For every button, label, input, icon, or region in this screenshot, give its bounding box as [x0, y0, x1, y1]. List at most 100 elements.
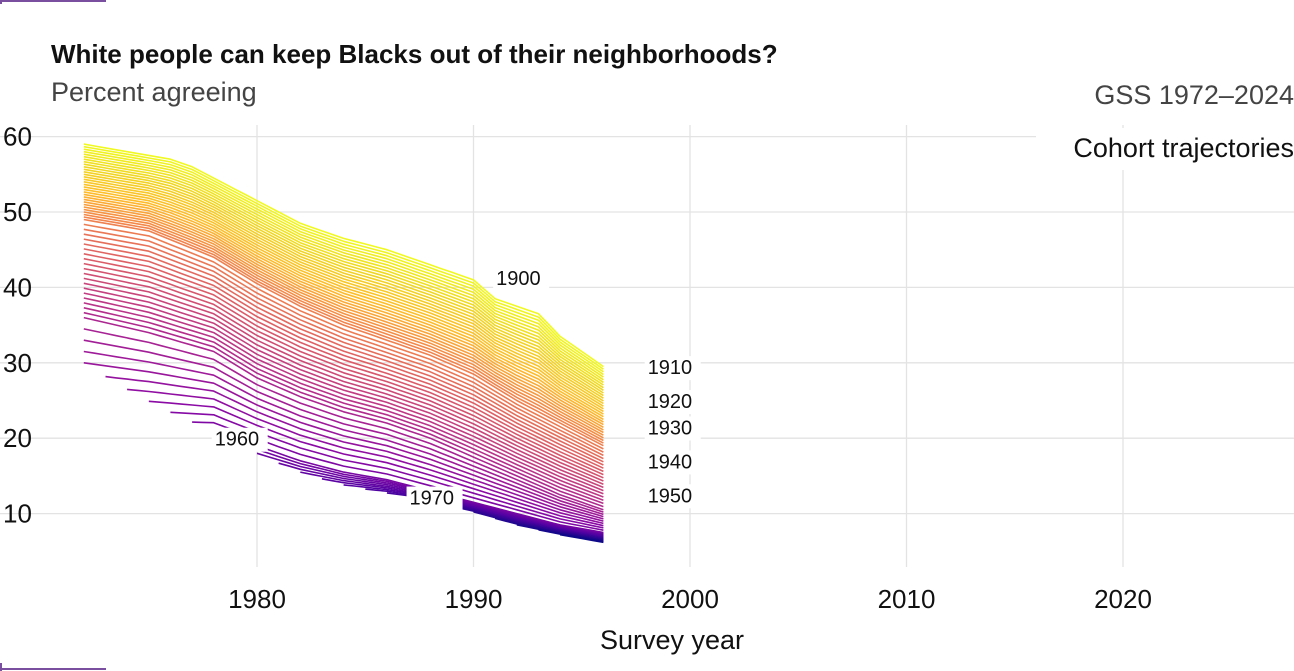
cohort-line-1933: [83, 233, 604, 457]
cohort-label-background: [644, 450, 701, 475]
cohort-line-1923: [83, 201, 604, 428]
cohort-line-1955: [105, 375, 604, 522]
cohort-line-1946: [83, 297, 604, 498]
cohort-label: 1910: [648, 357, 693, 379]
y-tick-label: 10: [3, 499, 32, 529]
cohort-line-1906: [83, 158, 604, 384]
cohort-line-1920: [83, 193, 604, 421]
cohort-line-1907: [83, 160, 604, 386]
cohort-line-1918: [83, 188, 604, 415]
cohort-line-1912: [83, 173, 604, 399]
cohort-line-1926: [83, 208, 604, 436]
annotation-background: [1036, 128, 1294, 170]
cohort-label-background: [644, 356, 701, 381]
cohort-label: 1920: [648, 391, 693, 413]
source-label: GSS 1972–2024: [1094, 80, 1294, 110]
cohort-line-1921: [83, 196, 604, 423]
corner-mark-bottom: [0, 663, 106, 671]
cohort-line-1916: [83, 183, 604, 410]
annotation-label: Cohort trajectories: [1073, 133, 1294, 163]
cohort-line-1937: [83, 253, 604, 469]
chart-title: White people can keep Blacks out of thei…: [51, 39, 778, 69]
cohort-line-1950: [83, 316, 604, 511]
cohort-line-1903: [83, 150, 604, 376]
y-tick-label: 30: [3, 348, 32, 378]
cohort-line-1941: [83, 272, 604, 482]
cohort-line-1913: [83, 176, 604, 402]
cohort-line-1947: [83, 302, 604, 501]
y-tick-label: 50: [3, 197, 32, 227]
cohort-label: 1970: [410, 488, 455, 510]
cohort-line-1905: [83, 155, 604, 381]
cohort-label-background: [644, 390, 701, 415]
cohort-line-1900: [83, 143, 604, 368]
x-tick-label: 2020: [1094, 584, 1152, 614]
cohort-label-background: [406, 486, 463, 511]
annotation: Cohort trajectories: [1036, 128, 1294, 170]
cohort-line-1938: [83, 257, 604, 473]
cohort-label: 1930: [648, 417, 693, 439]
cohort-line-1948: [83, 307, 604, 505]
cohort-line-1944: [83, 287, 604, 492]
x-axis-title: Survey year: [600, 625, 744, 655]
chart-subtitle: Percent agreeing: [51, 77, 257, 107]
cohort-line-1958: [170, 411, 604, 529]
cohort-line-1943: [83, 282, 604, 489]
cohort-line-1929: [83, 216, 604, 444]
cohort-line-1952: [83, 339, 604, 516]
cohort-label-background: [211, 427, 268, 452]
cohort-label-background: [644, 416, 701, 441]
y-tick-label: 20: [3, 423, 32, 453]
cohort-line-1925: [83, 206, 604, 434]
cohort-line-1904: [83, 153, 604, 378]
cohort-line-1914: [83, 178, 604, 405]
cohort-line-1908: [83, 163, 604, 389]
cohort-line-1956: [127, 388, 604, 525]
x-tick-label: 2010: [878, 584, 936, 614]
y-tick-label: 40: [3, 272, 32, 302]
cohort-line-1931: [83, 223, 604, 450]
cohort-labels: 1900 1910 1920 1930 1940 1950 1960 1970: [211, 267, 701, 511]
cohort-line-1932: [83, 228, 604, 453]
corner-mark-top: [0, 0, 106, 4]
cohort-line-1949: [83, 311, 604, 508]
x-tick-label: 2000: [661, 584, 719, 614]
cohort-line-1919: [83, 191, 604, 418]
cohort-line-1911: [83, 171, 604, 397]
x-tick-label: 1990: [445, 584, 503, 614]
cohort-line-1935: [83, 243, 604, 463]
cohort-line-1951: [83, 328, 604, 513]
cohort-line-1957: [148, 400, 604, 527]
cohort-line-1954: [83, 362, 604, 520]
cohort-line-1910: [83, 168, 604, 394]
cohort-line-1930: [83, 218, 604, 447]
cohort-line-1922: [83, 198, 604, 426]
cohort-line-1927: [83, 211, 604, 439]
x-tick-label: 1980: [228, 584, 286, 614]
cohort-line-1939: [83, 262, 604, 476]
cohort-line-1928: [83, 213, 604, 442]
y-tick-label: 60: [3, 122, 32, 152]
cohort-label: 1950: [648, 485, 693, 507]
cohort-label-background: [644, 484, 701, 509]
cohort-line-1976: [559, 533, 604, 544]
cohort-line-1901: [83, 145, 604, 370]
cohort-lines: [83, 143, 604, 544]
cohort-line-1934: [83, 238, 604, 460]
cohort-label-background: [493, 267, 550, 292]
cohort-line-1936: [83, 248, 604, 466]
corner-marks: [0, 0, 106, 671]
cohort-line-1917: [83, 186, 604, 413]
cohort-line-1924: [83, 203, 604, 431]
axes: 10 20 30 40 50 60 1980 1990 2000 2010 2020: [3, 122, 1152, 614]
cohort-line-1902: [83, 148, 604, 373]
cohort-line-1915: [83, 181, 604, 407]
cohort-line-1940: [83, 267, 604, 479]
cohort-line-1942: [83, 277, 604, 485]
cohort-line-1953: [83, 350, 604, 518]
cohort-line-1945: [83, 292, 604, 495]
cohort-label: 1960: [215, 429, 260, 451]
cohort-line-1909: [83, 166, 604, 391]
cohort-label: 1940: [648, 451, 693, 473]
